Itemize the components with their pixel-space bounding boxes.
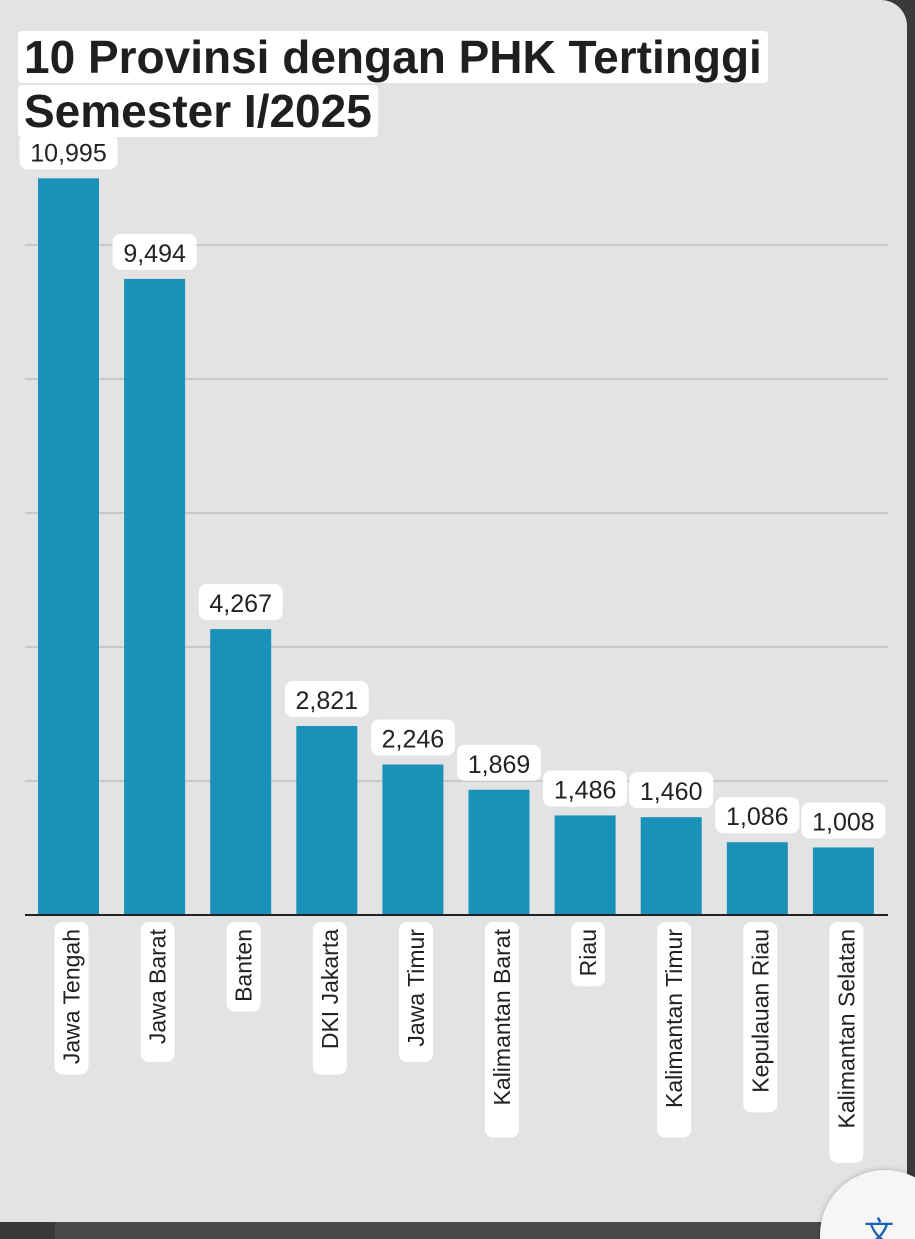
value-label: 2,821 (284, 680, 369, 717)
category-label-text: Jawa Barat (145, 928, 171, 1044)
bar (726, 842, 788, 915)
chart-title: 10 Provinsi dengan PHK Tertinggi Semester… (18, 30, 768, 138)
value-label: 2,246 (370, 719, 455, 756)
value-label-bg (19, 133, 118, 170)
value-label-text: 2,246 (382, 726, 445, 754)
value-label: 1,086 (715, 797, 800, 834)
category-label-text: Kalimantan Selatan (833, 929, 859, 1128)
translate-icon: 文 (864, 1216, 894, 1239)
bottom-bar (55, 1222, 915, 1239)
category-label-text: DKI Jakarta (317, 929, 343, 1049)
category-label: Kepulauan Riau (743, 922, 778, 1113)
value-label-text: 2,821 (296, 687, 359, 715)
value-label: 1,008 (801, 802, 886, 839)
value-label-bg (198, 584, 283, 621)
bar (382, 764, 444, 915)
category-label-bg (140, 922, 175, 1062)
value-label-bg (370, 719, 455, 756)
bar (296, 725, 358, 915)
category-label: Banten (226, 922, 261, 1012)
category-label-bg (743, 922, 778, 1113)
value-label-bg (457, 744, 541, 781)
category-label: Riau (571, 922, 606, 987)
value-label: 10,995 (19, 133, 118, 170)
value-label-text: 9,494 (123, 240, 186, 268)
value-label: 1,460 (629, 772, 714, 809)
category-label-text: Kepulauan Riau (747, 929, 773, 1093)
category-label: Kalimantan Barat (485, 922, 519, 1138)
category-label-bg (226, 922, 261, 1012)
value-label: 9,494 (112, 233, 197, 270)
category-label-bg (485, 922, 519, 1138)
bar (812, 847, 874, 915)
bar (38, 178, 99, 915)
category-label-text: Kalimantan Barat (489, 928, 515, 1105)
category-label-text: Jawa Timur (403, 929, 429, 1047)
chart-title-line-2: Semester I/2025 (18, 85, 378, 137)
value-label-text: 1,486 (554, 776, 617, 804)
category-label: Kalimantan Timur (657, 922, 692, 1138)
value-label-text: 1,008 (812, 808, 875, 836)
category-label-bg (829, 922, 864, 1163)
bars (38, 178, 874, 916)
value-label-bg (112, 233, 197, 270)
value-label-bg (629, 772, 714, 809)
value-label: 1,486 (543, 770, 628, 807)
bar (640, 817, 702, 915)
category-label: DKI Jakarta (312, 922, 347, 1075)
value-label-text: 4,267 (209, 590, 272, 618)
category-label-text: Kalimantan Timur (661, 929, 687, 1108)
category-label-text: Riau (575, 929, 601, 976)
category-label: Kalimantan Selatan (829, 922, 864, 1163)
value-label-text: 1,460 (640, 778, 703, 806)
chart-title-line-1: 10 Provinsi dengan PHK Tertinggi (18, 31, 768, 83)
value-labels: 10,995 9,494 4,267 2,821 2,246 1,869 1,486 1,46… (19, 133, 886, 839)
category-label-bg (312, 922, 347, 1075)
category-label-bg (657, 922, 692, 1138)
bar (124, 278, 186, 916)
value-label-text: 1,869 (468, 751, 531, 779)
value-label: 1,869 (457, 744, 541, 781)
value-label-text: 10,995 (30, 139, 106, 167)
bar (468, 789, 530, 915)
category-label: Jawa Tengah (54, 922, 89, 1075)
value-label-bg (801, 802, 886, 839)
category-label-bg (54, 922, 89, 1075)
category-labels: Jawa Tengah Jawa Barat Banten DKI Jakarta Ja… (54, 922, 864, 1163)
category-label-text: Jawa Tengah (59, 929, 85, 1064)
value-label-bg (715, 797, 800, 834)
value-label-text: 1,086 (726, 803, 789, 831)
category-label-bg (398, 922, 433, 1062)
category-label: Jawa Barat (140, 922, 175, 1062)
value-label-bg (543, 770, 628, 807)
value-label: 4,267 (198, 584, 283, 621)
bar (210, 629, 272, 915)
bar (554, 815, 616, 915)
category-label: Jawa Timur (398, 922, 433, 1062)
category-label-text: Banten (231, 929, 257, 1002)
category-label-bg (571, 922, 606, 987)
value-label-bg (284, 680, 369, 717)
